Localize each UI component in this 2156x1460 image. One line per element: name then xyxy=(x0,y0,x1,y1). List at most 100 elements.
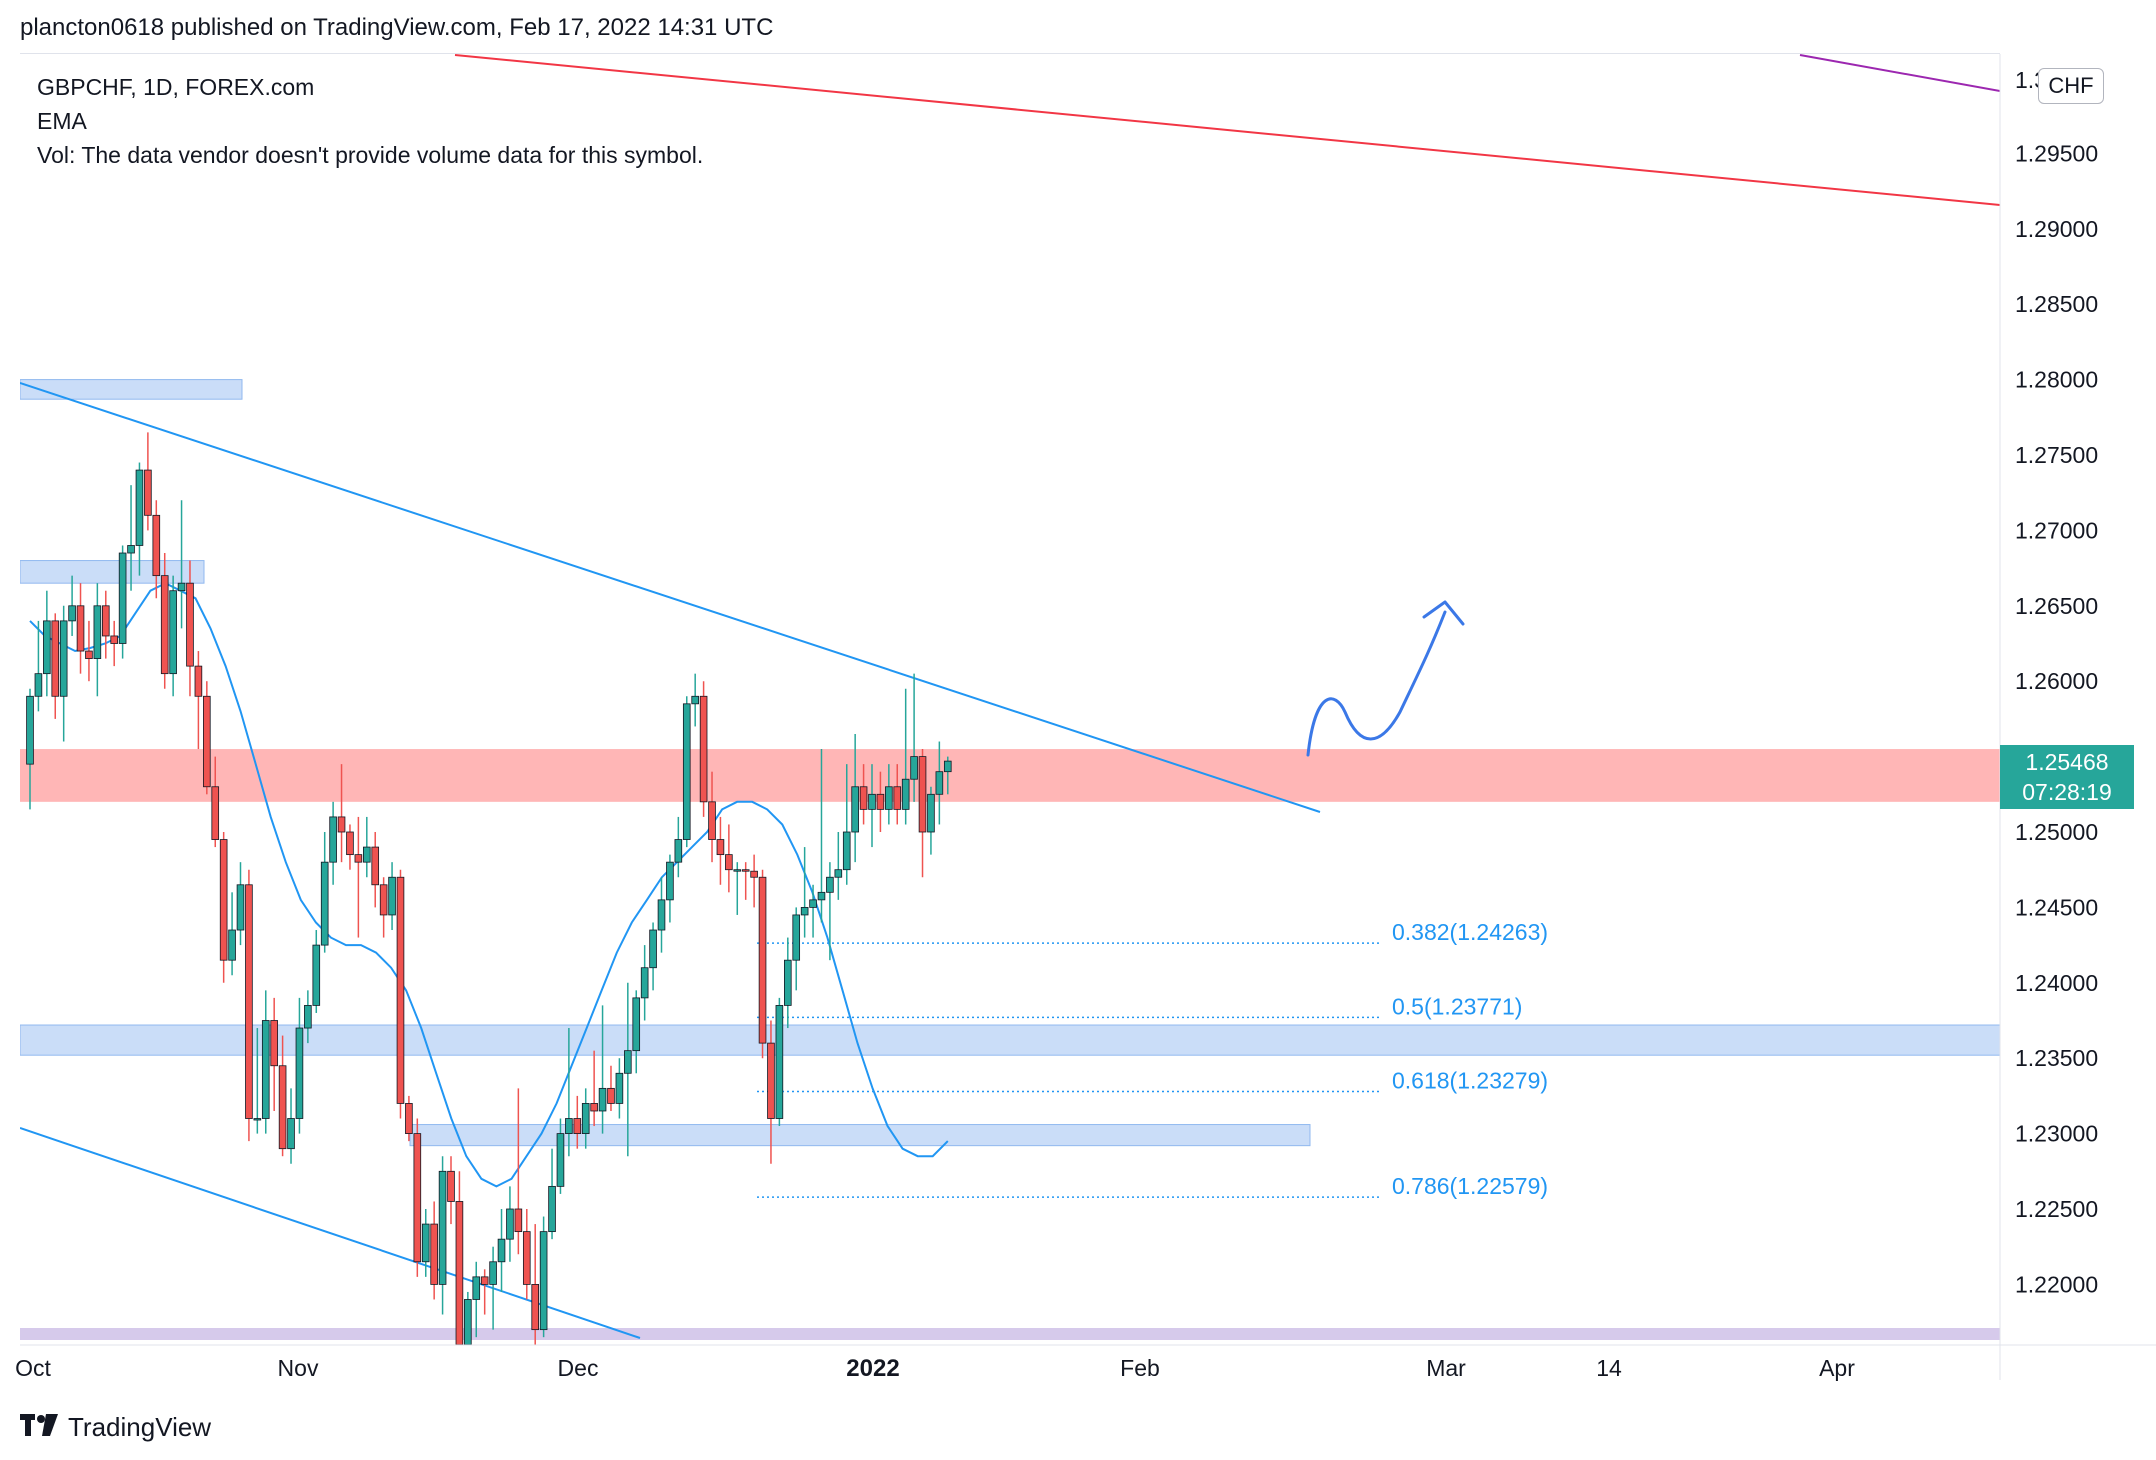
candle-body xyxy=(708,801,716,840)
candle-body xyxy=(784,959,792,1006)
candle xyxy=(396,869,405,1119)
candle-body xyxy=(110,635,119,644)
time-tick-label: Nov xyxy=(278,1355,319,1381)
candle xyxy=(278,1035,287,1157)
candle xyxy=(901,688,910,825)
purple-trendline xyxy=(1799,54,2000,92)
candle-body xyxy=(767,1042,775,1119)
candle-body xyxy=(885,786,893,810)
candle xyxy=(674,816,683,878)
candle-body xyxy=(354,854,363,863)
candle xyxy=(918,749,927,878)
candle xyxy=(682,696,691,848)
red-trendline xyxy=(454,54,2000,206)
candle xyxy=(927,786,935,855)
candle xyxy=(733,862,742,915)
last-price-value: 1.25468 xyxy=(2025,749,2109,775)
candle-body xyxy=(447,1170,455,1202)
candle-body xyxy=(935,771,944,795)
candle xyxy=(556,1118,565,1194)
candle xyxy=(657,877,666,953)
candle-body xyxy=(312,944,321,1006)
candle-body xyxy=(615,1072,624,1104)
candle-body xyxy=(396,876,405,1104)
candle-body xyxy=(455,1201,464,1345)
candle xyxy=(295,997,304,1134)
candle-body xyxy=(287,1118,295,1150)
candle xyxy=(581,1088,590,1149)
candle xyxy=(817,749,826,923)
candle-body xyxy=(573,1118,582,1135)
time-tick-label: Oct xyxy=(15,1355,51,1381)
candle xyxy=(531,1224,539,1345)
candle-body xyxy=(43,620,51,675)
candle-body xyxy=(497,1238,506,1263)
candle xyxy=(480,1269,489,1315)
candle-body xyxy=(362,846,371,863)
candle-body xyxy=(834,869,843,878)
candle xyxy=(362,816,371,878)
candle xyxy=(177,500,186,629)
candle xyxy=(691,673,699,727)
candle xyxy=(893,764,902,825)
resistance-zone xyxy=(20,749,2000,802)
price-axis: 1.29500 1.29000 1.28500 1.28000 1.27500 1.270… xyxy=(1999,54,2098,1380)
candle-body xyxy=(228,929,236,961)
brand-name: TradingView xyxy=(68,1412,212,1442)
price-tick-label: 1.24500 xyxy=(2015,894,2098,920)
candle-body xyxy=(34,673,43,697)
candle-body xyxy=(93,605,102,659)
candle-body xyxy=(211,786,220,840)
candle-body xyxy=(337,816,346,833)
candle-body xyxy=(666,861,674,901)
candle-body xyxy=(640,967,649,999)
candle xyxy=(371,832,380,908)
candle xyxy=(152,500,161,599)
candle-body xyxy=(261,1020,270,1119)
fib-level-label: 0.618(1.23279) xyxy=(1392,1068,1548,1094)
candle-body xyxy=(581,1103,590,1134)
candle xyxy=(607,1065,615,1111)
candle xyxy=(304,990,312,1044)
candle xyxy=(421,1209,430,1277)
candle-body xyxy=(800,907,809,916)
candle xyxy=(809,884,817,938)
fib-retracement: 0.382(1.24263) 0.5(1.23771) 0.618(1.23279)… xyxy=(757,919,1548,1199)
tradingview-brand[interactable]: TradingView xyxy=(20,1412,211,1443)
price-tick-label: 1.29000 xyxy=(2015,216,2098,242)
candle xyxy=(640,945,649,1021)
last-price-label: 1.25468 07:28:19 xyxy=(2000,745,2134,809)
candle-body xyxy=(68,605,76,622)
candle xyxy=(767,1020,775,1164)
indicator-ema-label[interactable]: EMA xyxy=(37,108,87,134)
candle-body xyxy=(590,1103,598,1112)
candle-body xyxy=(682,703,691,840)
symbol-info[interactable]: GBPCHF, 1D, FOREX.com xyxy=(37,74,315,100)
currency-badge[interactable]: CHF xyxy=(2038,68,2104,104)
tradingview-logo-icon xyxy=(20,1412,58,1443)
candle-body xyxy=(910,756,918,780)
candle xyxy=(203,681,211,795)
chart-frame[interactable] xyxy=(20,53,2000,1346)
candle xyxy=(708,771,716,863)
candle-body xyxy=(245,884,253,1119)
candle-body xyxy=(927,793,935,833)
candle-body xyxy=(101,605,110,637)
candle xyxy=(792,907,801,991)
price-tick-label: 1.22500 xyxy=(2015,1196,2098,1222)
candle xyxy=(943,756,952,795)
candle-body xyxy=(169,590,177,675)
candle xyxy=(85,620,93,682)
candle xyxy=(666,854,674,923)
candle xyxy=(784,937,792,1029)
projection-curve xyxy=(1306,610,1447,757)
candle xyxy=(379,877,388,938)
candle-body xyxy=(817,891,826,901)
candle xyxy=(354,816,363,938)
candle-body xyxy=(26,695,34,765)
price-tick-label: 1.28000 xyxy=(2015,367,2098,393)
candle xyxy=(885,764,893,825)
candle-body xyxy=(194,665,203,697)
candle xyxy=(261,990,270,1134)
